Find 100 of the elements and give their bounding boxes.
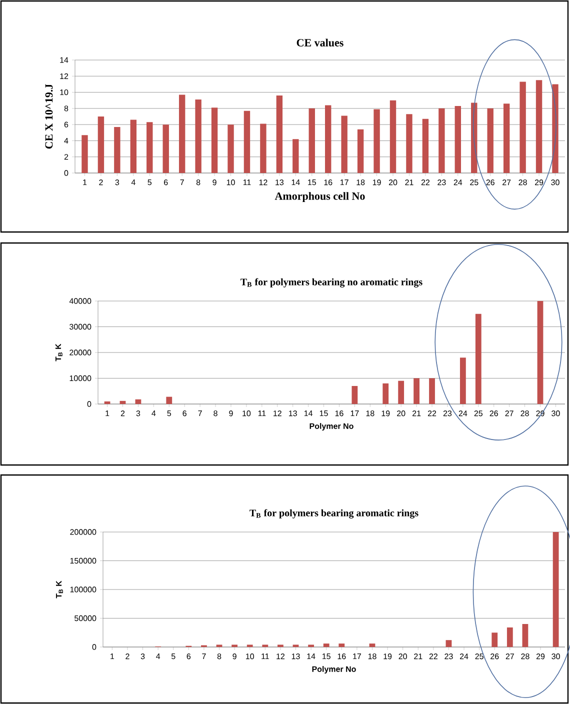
x-tick-label: 14 bbox=[292, 180, 300, 186]
bar bbox=[292, 139, 299, 174]
bar bbox=[492, 632, 498, 647]
x-tick-label: 25 bbox=[475, 654, 484, 660]
x-tick-label: 26 bbox=[490, 654, 499, 660]
chart-title: T$_{B}$ for polymers bearing no aromatic rings bbox=[240, 278, 422, 288]
y-tick-label: 150000 bbox=[70, 558, 96, 564]
chart-title: T$_{B}$ for polymers bearing aromatic rings bbox=[250, 509, 418, 518]
bar bbox=[323, 644, 330, 647]
bar bbox=[325, 105, 332, 174]
bar bbox=[114, 127, 120, 174]
x-tick-label: 5 bbox=[148, 180, 152, 186]
x-tick-label: 27 bbox=[506, 654, 514, 660]
bar bbox=[520, 82, 526, 174]
x-tick-label: 6 bbox=[182, 410, 186, 416]
x-tick-label: 20 bbox=[397, 410, 406, 416]
x-tick-label: 13 bbox=[276, 180, 284, 186]
bar bbox=[406, 114, 412, 174]
bar bbox=[166, 396, 172, 404]
x-tick-label: 29 bbox=[534, 180, 544, 186]
x-tick-label: 4 bbox=[156, 654, 160, 660]
x-tick-label: 8 bbox=[214, 410, 218, 416]
y-axis-title: T$_{B}$ K bbox=[55, 344, 62, 362]
bar bbox=[338, 644, 345, 647]
y-tick-label: 14 bbox=[60, 57, 68, 63]
x-tick-label: 28 bbox=[521, 654, 530, 660]
bar bbox=[162, 124, 169, 174]
x-tick-label: 12 bbox=[259, 180, 268, 186]
x-tick-label: 2 bbox=[126, 654, 130, 660]
x-tick-label: 12 bbox=[274, 410, 282, 416]
x-tick-label: 25 bbox=[474, 410, 483, 416]
x-tick-label: 24 bbox=[460, 654, 468, 660]
x-tick-label: 23 bbox=[444, 654, 453, 660]
y-tick-label: 100000 bbox=[70, 586, 96, 592]
x-tick-label: 16 bbox=[335, 410, 344, 416]
x-tick-label: 18 bbox=[356, 180, 365, 186]
y-axis-title: CE X 10^19.J bbox=[45, 84, 53, 149]
x-tick-label: 22 bbox=[429, 654, 438, 660]
x-tick-label: 4 bbox=[131, 180, 136, 186]
bar bbox=[228, 124, 234, 174]
x-tick-label: 3 bbox=[140, 654, 145, 660]
bar bbox=[422, 118, 429, 174]
x-tick-label: 19 bbox=[384, 654, 392, 660]
x-tick-label: 30 bbox=[552, 410, 560, 416]
x-tick-label: 2 bbox=[99, 180, 103, 186]
y-tick-label: 10000 bbox=[70, 375, 92, 382]
bar bbox=[82, 135, 88, 174]
x-tick-label: 11 bbox=[243, 180, 251, 186]
bar bbox=[454, 106, 462, 174]
x-tick-label: 4 bbox=[152, 410, 156, 416]
x-tick-label: 6 bbox=[164, 180, 168, 186]
bar bbox=[374, 109, 380, 174]
x-tick-label: 26 bbox=[486, 180, 494, 186]
x-tick-label: 29 bbox=[536, 654, 545, 660]
y-tick-label: 8 bbox=[64, 106, 68, 112]
x-tick-label: 23 bbox=[438, 180, 446, 186]
y-tick-label: 6 bbox=[64, 122, 68, 128]
bar bbox=[382, 383, 389, 404]
x-tick-label: 27 bbox=[505, 410, 514, 416]
x-tick-label: 14 bbox=[304, 410, 313, 416]
x-tick-label: 3 bbox=[115, 180, 120, 186]
bar bbox=[260, 124, 266, 174]
chart-title: CE values bbox=[296, 38, 344, 46]
x-tick-label: 9 bbox=[212, 180, 216, 186]
bar bbox=[146, 122, 153, 174]
bar bbox=[130, 120, 137, 174]
bar bbox=[276, 96, 283, 174]
x-tick-label: 18 bbox=[366, 410, 374, 416]
x-tick-label: 10 bbox=[242, 410, 251, 416]
x-tick-label: 30 bbox=[551, 180, 560, 186]
x-tick-label: 7 bbox=[180, 180, 184, 186]
x-tick-label: 1 bbox=[110, 654, 114, 660]
bar bbox=[211, 108, 218, 174]
x-tick-label: 23 bbox=[443, 410, 452, 416]
x-tick-label: 10 bbox=[226, 180, 235, 186]
x-tick-label: 6 bbox=[186, 654, 191, 660]
y-tick-label: 0 bbox=[64, 170, 68, 176]
x-tick-label: 14 bbox=[307, 654, 316, 660]
y-tick-label: 0 bbox=[87, 401, 92, 407]
x-tick-label: 21 bbox=[405, 180, 414, 186]
x-tick-label: 15 bbox=[308, 180, 316, 186]
y-tick-label: 12 bbox=[60, 73, 68, 79]
x-tick-label: 20 bbox=[398, 654, 407, 660]
y-tick-label: 2 bbox=[64, 154, 68, 160]
bar bbox=[357, 129, 364, 174]
bar bbox=[178, 94, 186, 174]
x-axis-title: Amorphous cell No bbox=[274, 192, 365, 202]
y-tick-label: 200000 bbox=[70, 529, 96, 535]
x-tick-label: 12 bbox=[276, 654, 284, 660]
bar bbox=[506, 627, 513, 647]
bar bbox=[244, 110, 250, 174]
y-axis-title: T$_{B}$ K bbox=[56, 580, 63, 598]
y-tick-label: 50000 bbox=[74, 615, 96, 622]
bar bbox=[390, 100, 396, 174]
x-tick-label: 1 bbox=[106, 410, 110, 416]
x-tick-label: 17 bbox=[350, 410, 359, 416]
x-tick-label: 2 bbox=[120, 410, 125, 416]
bar bbox=[475, 314, 482, 404]
bar bbox=[414, 378, 420, 404]
x-tick-label: 25 bbox=[470, 180, 478, 186]
